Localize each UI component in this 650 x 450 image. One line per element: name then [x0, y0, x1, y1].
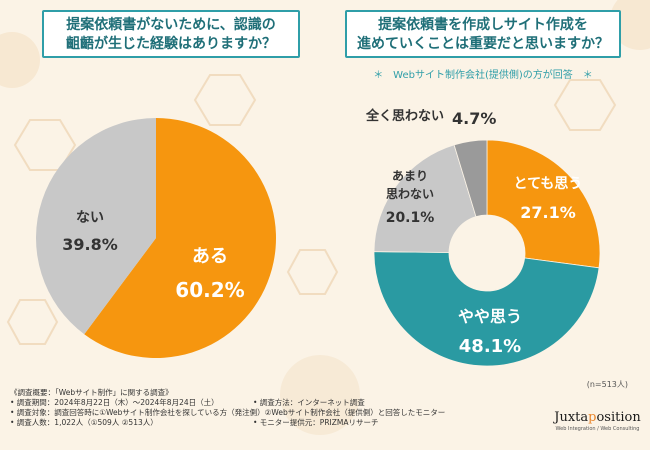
donut-value-0: 27.1%	[520, 203, 576, 222]
footer-row-1: • 調査期間：2024年8月22日（木）〜2024年8月24日（土） • 調査方…	[10, 398, 530, 408]
donut-slice-1	[373, 251, 600, 367]
donut-label-2: あまり思わない	[386, 169, 434, 201]
pie-label-1: ない	[76, 210, 104, 226]
donut-label-1: やや思う	[458, 307, 522, 326]
footer-method: • 調査方法：インターネット調査	[253, 398, 365, 407]
question-left: 提案依頼書がないために、認識の 齟齬が生じた経験はありますか？	[42, 10, 300, 58]
footer-count: • 調査人数：1,022人（①509人 ②513人）	[10, 418, 158, 427]
pie-slice-1	[35, 118, 156, 335]
donut-label-3: 全く思わない	[365, 108, 444, 124]
question-left-line1: 提案依頼書がないために、認識の	[66, 17, 276, 33]
donut-value-2: 20.1%	[386, 210, 435, 226]
pie-value-0: 60.2%	[175, 278, 244, 302]
donut-value-1: 48.1%	[459, 336, 521, 357]
company-logo: Juxtaposition Web Integration / Web Cons…	[550, 410, 645, 432]
sample-size-label: (n=513人)	[586, 380, 628, 389]
footer-target: • 調査対象：調査回答時に①Webサイト制作会社を探している方（発注側）②Web…	[10, 408, 446, 417]
donut-value-3: 4.7%	[452, 109, 496, 128]
footer-period: • 調査期間：2024年8月22日（木）〜2024年8月24日（土）	[10, 398, 219, 407]
question-left-line2: 齟齬が生じた経験はありますか？	[66, 36, 276, 52]
survey-footer: 《調査概要：「Webサイト制作」に関する調査》 • 調査期間：2024年8月22…	[10, 388, 530, 428]
logo-name: Juxtaposition	[554, 410, 641, 425]
question-right-line1: 提案依頼書を作成しサイト作成を	[378, 17, 588, 33]
donut-slice-0	[486, 139, 601, 269]
footer-title: 《調査概要：「Webサイト制作」に関する調査》	[10, 388, 173, 397]
question-right: 提案依頼書を作成しサイト作成を 進めていくことは重要だと思いますか？	[345, 10, 621, 58]
footer-row-3: • 調査人数：1,022人（①509人 ②513人） • モニター提供元：PRI…	[10, 418, 530, 428]
pie-slice-0	[84, 118, 276, 358]
respondent-note: ＊ Webサイト制作会社(提供側)の方が回答 ＊	[373, 70, 593, 81]
pie-label-0: ある	[192, 246, 228, 267]
logo-subtitle: Web Integration / Web Consulting	[555, 426, 640, 432]
donut-label-0: とても思う	[514, 176, 583, 192]
pie-value-1: 39.8%	[62, 235, 118, 254]
question-right-line2: 進めていくことは重要だと思いますか？	[357, 36, 609, 52]
donut-slice-3	[453, 139, 488, 218]
donut-slice-2	[373, 144, 477, 253]
footer-provider: • モニター提供元：PRIZMAリサーチ	[253, 418, 379, 427]
